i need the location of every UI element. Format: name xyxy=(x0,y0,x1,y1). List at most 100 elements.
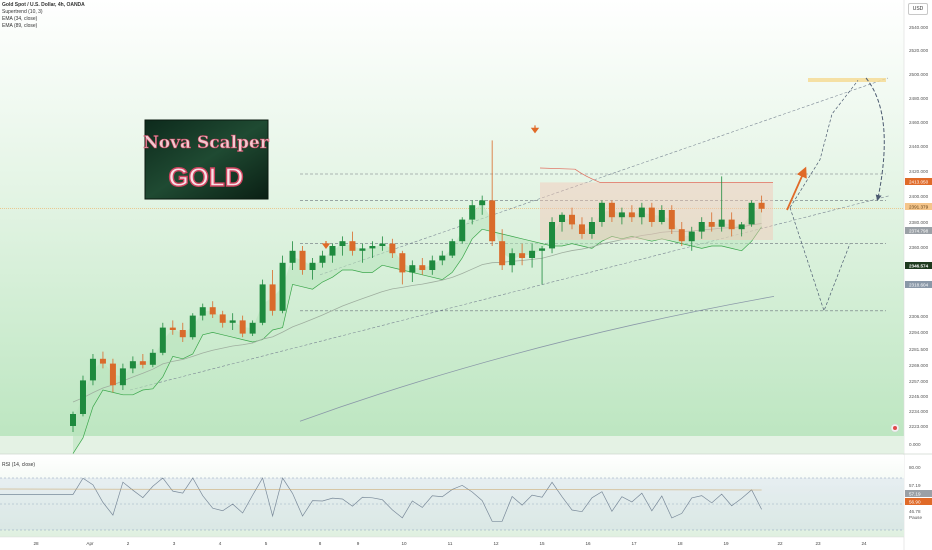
supertrend-fill xyxy=(73,202,762,454)
price-axis-label: 2245.000 xyxy=(909,394,929,399)
candle-body xyxy=(439,255,446,261)
candle-body xyxy=(389,243,396,254)
rsi-tag-bg xyxy=(905,490,932,497)
candle-body xyxy=(219,314,226,323)
price-axis-label: 2540.000 xyxy=(909,25,929,30)
rsi-line xyxy=(0,477,762,522)
time-label: 16 xyxy=(585,541,591,546)
candle-body xyxy=(309,262,316,270)
symbol-title[interactable]: Gold Spot / U.S. Dollar, 4h, OANDA xyxy=(2,2,85,8)
candle-body xyxy=(419,265,426,270)
candle-body xyxy=(509,253,516,266)
price-axis-label: 2460.000 xyxy=(909,120,929,125)
time-label: 12 xyxy=(493,541,499,546)
candle-body xyxy=(409,265,416,273)
price-axis-background xyxy=(904,0,932,550)
rsi-axis-label: 57.19 xyxy=(909,483,921,488)
down-arrow-icon xyxy=(321,241,331,249)
candle-body xyxy=(349,241,356,251)
rsi-pane-background xyxy=(0,455,904,537)
price-tag: 2374.798 xyxy=(909,229,929,234)
candle-body xyxy=(449,241,456,256)
candle-body xyxy=(169,327,176,330)
rsi-axis-label: Pause xyxy=(909,515,922,520)
candle-body xyxy=(229,320,236,323)
candle-body xyxy=(758,202,765,209)
candle-body xyxy=(578,224,585,234)
pane-separator xyxy=(0,436,904,454)
rsi-tag-bg xyxy=(905,498,932,505)
rsi-axis-label: 80.00 xyxy=(909,465,921,470)
candle-body xyxy=(189,315,196,338)
indicator-supertrend[interactable]: Supertrend (10, 3) xyxy=(2,9,43,15)
nova-scalper-logo: Nova Scalper GOLD xyxy=(143,119,270,200)
candle-body xyxy=(628,212,635,218)
candle-body xyxy=(549,222,556,249)
time-label: 23 xyxy=(815,541,821,546)
price-axis-label: 2380.000 xyxy=(909,220,929,225)
ema89-line xyxy=(299,296,775,422)
price-axis-label: 2500.000 xyxy=(909,72,929,77)
candle-body xyxy=(469,205,476,220)
time-label: 24 xyxy=(861,541,867,546)
projection-down-path xyxy=(789,207,851,312)
logo-line2: GOLD xyxy=(168,162,243,192)
price-axis-label: 2520.000 xyxy=(909,48,929,53)
candle-body xyxy=(529,250,536,258)
currency-button[interactable]: USD xyxy=(908,3,928,15)
ema34-line xyxy=(72,223,762,403)
indicator-ema34[interactable]: EMA (34, close) xyxy=(2,16,38,22)
price-axis-label: 2269.000 xyxy=(909,363,929,368)
channel-upper-line xyxy=(319,77,889,276)
time-label: 17 xyxy=(631,541,637,546)
tradingview-logo-icon xyxy=(890,423,900,433)
candle-body xyxy=(459,219,466,242)
time-label: Apr xyxy=(86,541,94,546)
candle-body xyxy=(559,214,566,222)
candle-body xyxy=(339,241,346,246)
candle-body xyxy=(728,219,735,230)
rsi-tag: 56.90 xyxy=(909,500,921,505)
candle-body xyxy=(678,229,685,242)
candle-body xyxy=(638,207,645,218)
candle-body xyxy=(688,231,695,242)
price-tag: 2391.379 xyxy=(909,205,929,210)
time-label: 22 xyxy=(777,541,783,546)
candle-body xyxy=(269,284,276,311)
time-label: 28 xyxy=(33,541,39,546)
candle-body xyxy=(129,361,136,369)
candle-body xyxy=(618,212,625,218)
time-label: 11 xyxy=(448,541,453,546)
price-axis-label: 2306.000 xyxy=(909,314,929,319)
candle-body xyxy=(379,243,386,246)
candle-body xyxy=(399,253,406,273)
indicator-ema89[interactable]: EMA (89, close) xyxy=(2,23,38,29)
candle-body xyxy=(289,250,296,263)
rsi-axis-label: 46.78 xyxy=(909,509,921,514)
candle-body xyxy=(598,202,605,222)
price-tag-bg xyxy=(905,281,932,288)
candle-body xyxy=(329,246,336,256)
candle-body xyxy=(70,414,76,426)
price-axis-label: 2400.000 xyxy=(909,194,929,199)
target-zone xyxy=(808,78,886,82)
rsi-title[interactable]: RSI (14, close) xyxy=(2,462,36,468)
candle-body xyxy=(489,200,496,242)
supertrend-line xyxy=(72,226,762,454)
candle-body xyxy=(279,262,286,311)
price-axis-label: 2257.000 xyxy=(909,379,929,384)
candle-body xyxy=(89,358,96,381)
candle-body xyxy=(259,284,266,323)
candle-body xyxy=(179,330,186,338)
candle-body xyxy=(159,327,166,353)
time-axis: 28 Apr 2 3 4 5 8 9 10 11 12 15 16 17 18 … xyxy=(33,541,867,546)
candle-body xyxy=(698,222,705,232)
candle-body xyxy=(738,224,745,230)
price-tag: 2346.574 xyxy=(909,264,929,269)
projection-return-arrow xyxy=(865,77,885,201)
price-axis-label: 0.000 xyxy=(909,442,921,447)
rsi-ma-line xyxy=(0,488,762,491)
price-tags: 2413.050 2391.379 2374.798 2346.574 2318… xyxy=(905,178,932,288)
